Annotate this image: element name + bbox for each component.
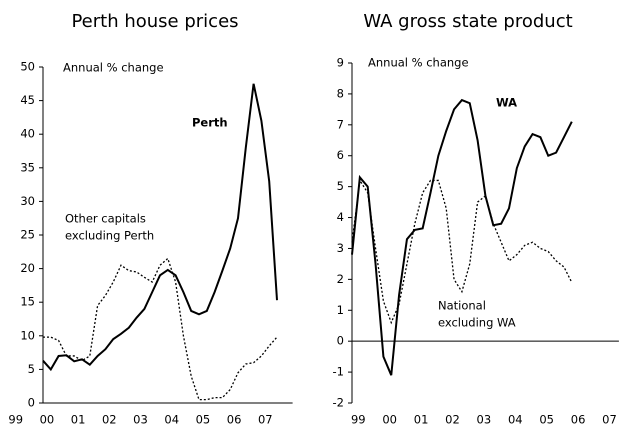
- series-line: [42, 83, 278, 372]
- x-tick-label: 99: [351, 413, 366, 427]
- x-tick-label: 99: [8, 413, 23, 427]
- chart-title: WA gross state product: [363, 11, 572, 32]
- x-tick-label: 03: [477, 413, 492, 427]
- y-tick-label: 5: [28, 362, 35, 376]
- series-label: excluding WA: [438, 316, 516, 330]
- series-label: WA: [496, 96, 517, 110]
- y-tick-label: 7: [337, 117, 344, 131]
- y-tick-label: 25: [20, 228, 35, 242]
- y-tick-label: 35: [20, 160, 35, 174]
- y-tick-label: 2: [337, 272, 344, 286]
- series-label: Other capitals: [65, 212, 146, 226]
- x-tick-label: 01: [414, 413, 429, 427]
- y-tick-label: 20: [20, 261, 35, 275]
- y-tick-label: -1: [333, 365, 344, 379]
- y-tick-label: 9: [337, 56, 344, 70]
- y-tick-label: 1: [337, 303, 344, 317]
- x-tick-label: 07: [602, 413, 617, 427]
- y-tick-label: 8: [337, 86, 344, 100]
- y-tick-label: 3: [337, 241, 344, 255]
- series-line: [351, 98, 573, 376]
- annotation: Annual % change: [63, 61, 164, 75]
- y-tick-label: 40: [20, 127, 35, 141]
- x-tick-label: 01: [71, 413, 86, 427]
- series-label: excluding Perth: [65, 229, 154, 243]
- series-line: [43, 257, 278, 401]
- y-tick-label: 45: [20, 93, 35, 107]
- x-tick-label: 02: [445, 413, 460, 427]
- x-tick-label: 05: [196, 413, 211, 427]
- x-tick-label: 00: [382, 413, 397, 427]
- series-label: Perth: [192, 116, 228, 130]
- x-tick-label: 07: [258, 413, 273, 427]
- x-tick-label: 02: [102, 413, 117, 427]
- x-tick-label: 03: [133, 413, 148, 427]
- series-label: National: [438, 299, 486, 313]
- x-tick-label: 00: [40, 413, 55, 427]
- x-tick-label: 04: [164, 413, 179, 427]
- y-tick-label: 50: [20, 60, 35, 74]
- y-tick-label: 0: [337, 334, 344, 348]
- annotation: Annual % change: [368, 56, 469, 70]
- y-tick-label: 15: [20, 295, 35, 309]
- chart-title: Perth house prices: [71, 11, 238, 32]
- y-tick-label: 0: [28, 396, 35, 410]
- y-tick-label: -2: [333, 396, 344, 410]
- y-tick-label: 10: [20, 328, 35, 342]
- y-tick-label: 30: [20, 194, 35, 208]
- series-line: [351, 178, 573, 325]
- y-tick-label: 5: [337, 179, 344, 193]
- y-tick-label: 4: [337, 210, 344, 224]
- y-tick-label: 6: [337, 148, 344, 162]
- x-tick-label: 06: [571, 413, 586, 427]
- x-tick-label: 04: [508, 413, 523, 427]
- x-tick-label: 05: [539, 413, 554, 427]
- x-tick-label: 06: [227, 413, 242, 427]
